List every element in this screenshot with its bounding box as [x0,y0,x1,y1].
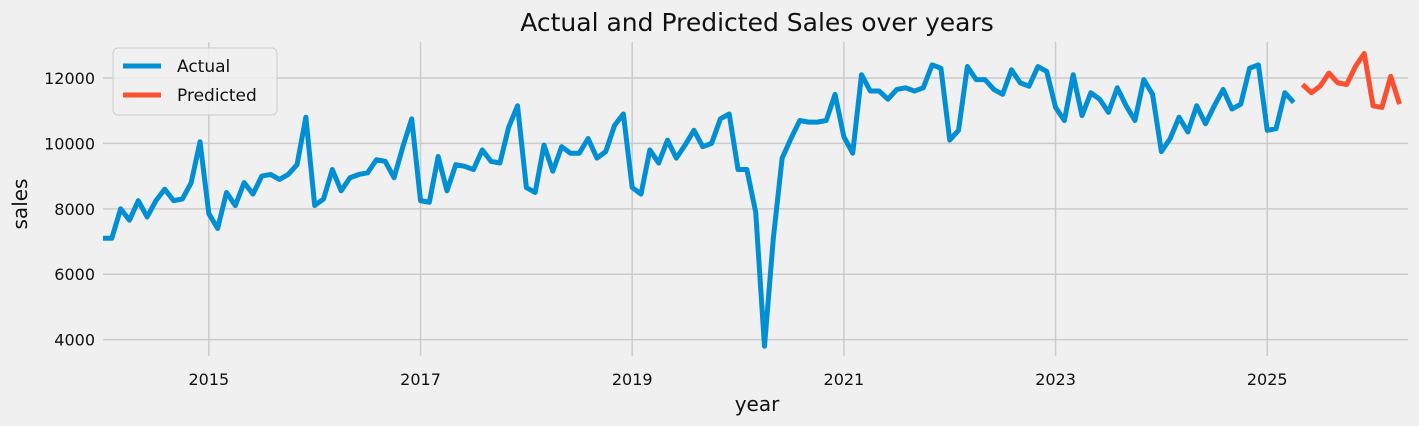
chart-title: Actual and Predicted Sales over years [520,8,994,37]
series-line-predicted [1300,50,1402,110]
legend-label-actual: Actual [177,57,230,77]
series-line-actual [103,62,1296,349]
x-tick-label: 2019 [612,370,653,389]
x-tick-label: 2023 [1035,370,1076,389]
y-tick-label: 6000 [54,265,95,284]
y-axis-ticks: 4000 6000 8000 10000 12000 [44,69,95,350]
x-axis-ticks: 2015 2017 2019 2021 2023 2025 [188,370,1287,389]
x-tick-label: 2017 [400,370,441,389]
y-tick-label: 8000 [54,200,95,219]
legend-label-predicted: Predicted [177,86,257,106]
y-tick-label: 10000 [44,134,95,153]
y-tick-label: 12000 [44,69,95,88]
grid-lines [103,42,1408,356]
legend: Actual Predicted [112,47,278,116]
series-lines [103,50,1402,349]
x-tick-label: 2021 [824,370,865,389]
x-tick-label: 2025 [1247,370,1288,389]
x-axis-label: year [735,392,780,416]
y-tick-label: 4000 [54,331,95,350]
y-axis-label: sales [8,179,32,230]
x-tick-label: 2015 [188,370,229,389]
